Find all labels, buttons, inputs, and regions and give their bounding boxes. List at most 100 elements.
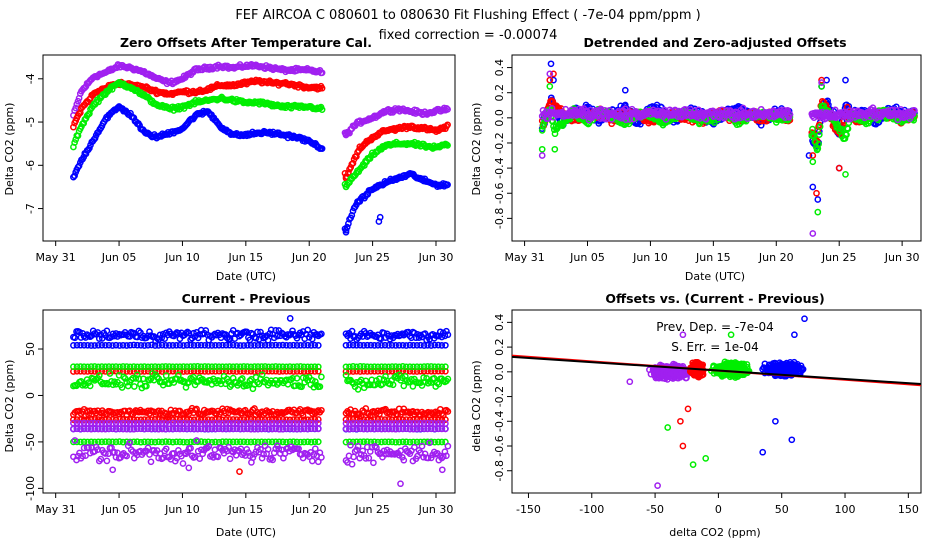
panel-title: Offsets vs. (Current - Previous) <box>605 291 824 306</box>
point-blue <box>75 162 83 170</box>
y-tick-label: 0.4 <box>493 314 506 332</box>
point-green <box>318 373 325 381</box>
y-tick-label: 0.2 <box>493 84 506 102</box>
point-purple <box>226 455 234 463</box>
point-purple <box>103 457 111 465</box>
x-tick-label: Jun 10 <box>164 503 200 516</box>
point-blue <box>318 145 326 152</box>
y-tick-label: 50 <box>24 342 37 356</box>
point-green <box>809 158 817 166</box>
panel-detrended: Detrended and Zero-adjusted Offsets Date… <box>470 35 922 283</box>
x-tick-label: Jun 15 <box>227 251 263 264</box>
point-purple <box>74 97 82 105</box>
point-green <box>814 208 822 216</box>
x-axis-label: Date (UTC) <box>216 270 276 283</box>
x-axis-label: Date (UTC) <box>216 526 276 539</box>
point-blue <box>376 213 384 221</box>
point-green <box>546 83 554 90</box>
point-red <box>835 164 843 172</box>
plot-frame <box>42 54 456 242</box>
x-tick-label: -100 <box>579 503 604 516</box>
point-green <box>538 145 546 153</box>
x-tick-label: 100 <box>835 503 856 516</box>
point-blue <box>342 228 350 236</box>
point-purple <box>444 442 452 450</box>
y-tick-label: -0.6 <box>493 435 506 456</box>
point-red <box>345 169 352 177</box>
point-purple-outlier <box>438 466 446 474</box>
x-axis-label: delta CO2 (ppm) <box>669 526 760 539</box>
point-blue-band <box>314 342 322 349</box>
point-green <box>342 183 350 191</box>
point-green <box>318 106 326 113</box>
y-axis-label: Delta CO2 (ppm) <box>470 103 483 196</box>
x-tick-label: 50 <box>775 503 789 516</box>
point-purple <box>809 230 817 237</box>
y-tick-label: -100 <box>24 476 37 501</box>
y-tick-label: -0.8 <box>493 460 506 481</box>
y-tick-label: -0.2 <box>493 132 506 153</box>
point-purple <box>370 459 377 467</box>
point-red <box>813 189 820 197</box>
x-axis-label: Date (UTC) <box>685 270 745 283</box>
x-tick-label: Jun 30 <box>418 503 454 516</box>
y-tick-label: 0.0 <box>493 109 506 127</box>
point-green <box>842 171 849 178</box>
point-purple <box>538 152 546 159</box>
axis-ticks: May 31 Jun 05 Jun 10 Jun 15 Jun 20 Jun 25 Jun … <box>493 54 922 264</box>
point-green-band <box>314 438 322 446</box>
x-tick-label: 0 <box>715 503 722 516</box>
panel-current-minus-previous: Current - Previous Date (UTC) Delta CO2 … <box>3 291 456 539</box>
point-red-outlier <box>236 468 243 475</box>
y-axis-label: Delta CO2 (ppm) <box>3 103 16 196</box>
point-purple <box>318 69 326 77</box>
y-tick-label: 0.2 <box>493 338 506 356</box>
point-blue <box>621 86 629 94</box>
point-purple-outlier <box>109 466 117 474</box>
x-tick-label: Jun 10 <box>164 251 200 264</box>
x-tick-label: May 31 <box>36 251 76 264</box>
point-blue <box>814 196 822 203</box>
point-blue <box>91 134 99 142</box>
point-purple-outlier <box>185 464 193 472</box>
x-tick-label: Jun 05 <box>101 251 137 264</box>
y-tick-label: -0.2 <box>493 386 506 407</box>
point-purple <box>147 458 155 466</box>
point-blue <box>86 144 93 152</box>
x-tick-label: Jun 25 <box>821 251 857 264</box>
point-green <box>130 383 138 390</box>
data-points <box>70 60 451 236</box>
figure-title: FEF AIRCOA C 080601 to 080630 Fit Flushi… <box>235 8 700 23</box>
point-green <box>71 139 78 146</box>
point-red <box>349 159 357 167</box>
point-blue <box>809 183 817 191</box>
x-tick-label: -50 <box>646 503 664 516</box>
x-tick-label: Jun 25 <box>354 251 390 264</box>
point-purple <box>342 131 350 139</box>
x-tick-label: 150 <box>898 503 919 516</box>
data-points <box>70 315 452 488</box>
point-blue <box>842 76 849 84</box>
point-red <box>353 153 360 160</box>
x-tick-label: Jun 20 <box>758 251 794 264</box>
point-purple <box>444 106 451 113</box>
y-tick-label: -0.4 <box>493 411 506 432</box>
axis-ticks: May 31 Jun 05 Jun 10 Jun 15 Jun 20 Jun 25 Jun … <box>24 54 456 264</box>
x-tick-label: Jun 05 <box>569 251 605 264</box>
x-tick-label: Jun 15 <box>695 251 731 264</box>
y-tick-label: -0.8 <box>493 208 506 229</box>
point-purple <box>179 460 187 467</box>
panel-title: Zero Offsets After Temperature Cal. <box>120 35 372 50</box>
x-tick-label: Jun 05 <box>101 503 137 516</box>
point-purple <box>443 104 450 112</box>
data-points <box>538 60 918 237</box>
point-purple <box>311 445 319 453</box>
point-red <box>70 123 77 131</box>
x-tick-label: May 31 <box>504 251 544 264</box>
point-green <box>444 142 451 149</box>
y-tick-label: -0.4 <box>493 157 506 178</box>
point-blue <box>547 60 555 68</box>
point-green <box>551 145 559 153</box>
point-purple-outlier <box>397 480 404 488</box>
x-tick-label: Jun 20 <box>291 251 327 264</box>
